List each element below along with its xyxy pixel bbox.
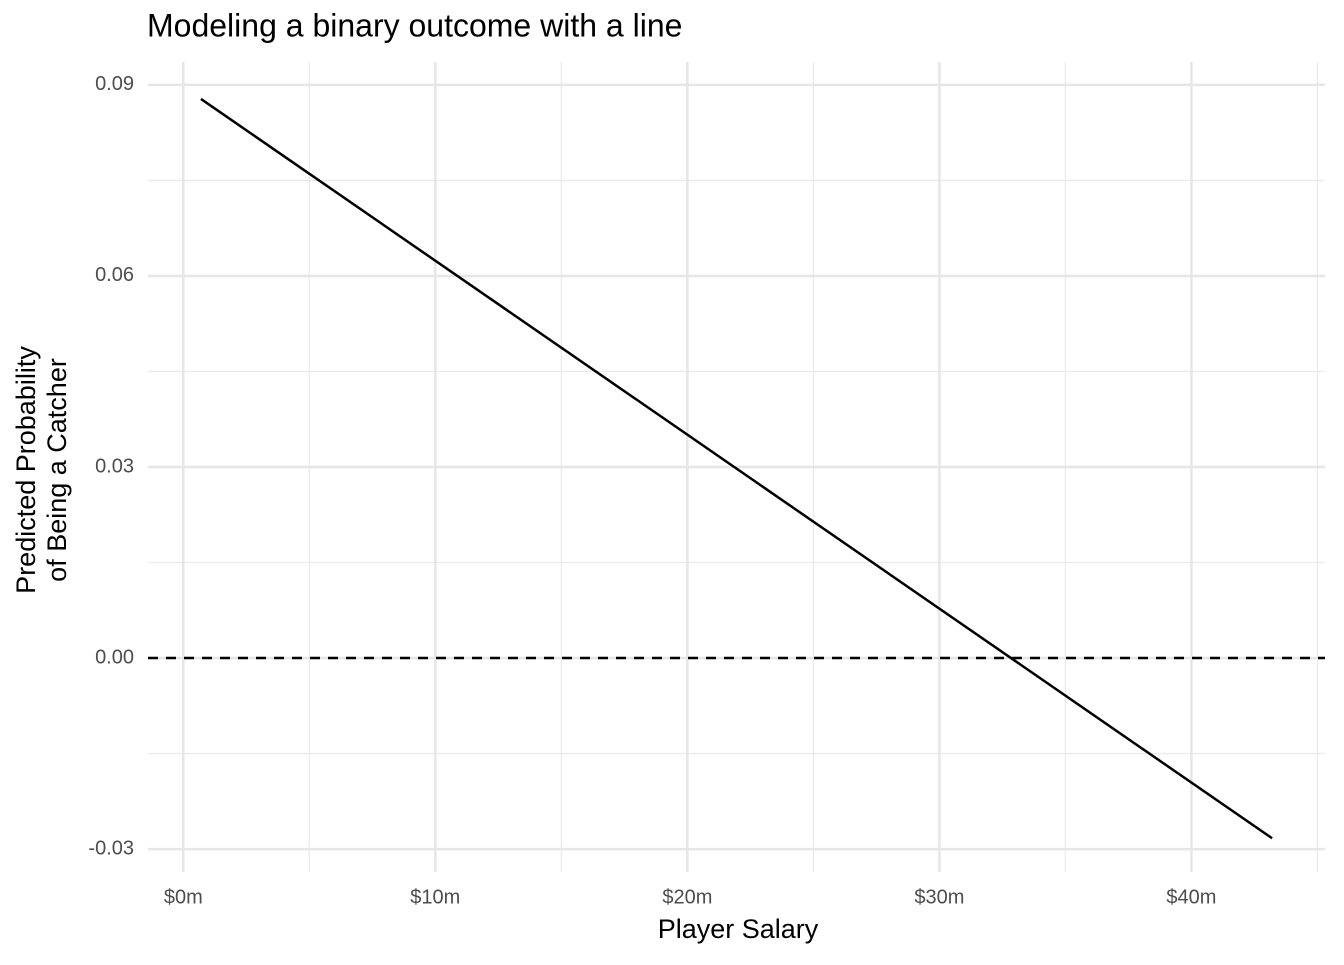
y-axis-title: of Being a Catcher xyxy=(42,358,72,582)
x-tick-label: $20m xyxy=(662,886,712,908)
y-tick-label: 0.06 xyxy=(95,264,134,286)
y-tick-label: 0.03 xyxy=(95,455,134,477)
y-tick-label: -0.03 xyxy=(88,837,134,859)
line xyxy=(200,97,1273,840)
x-tick-label: $10m xyxy=(410,886,460,908)
y-axis-title: Predicted Probability xyxy=(11,346,41,594)
y-tick-label: 0.09 xyxy=(95,73,134,95)
x-axis-title: Player Salary xyxy=(658,914,819,944)
chart-title: Modeling a binary outcome with a line xyxy=(147,7,682,43)
x-tick-label: $30m xyxy=(914,886,964,908)
y-tick-label: 0.00 xyxy=(95,646,134,668)
x-tick-label: $0m xyxy=(164,886,203,908)
x-tick-label: $40m xyxy=(1166,886,1216,908)
